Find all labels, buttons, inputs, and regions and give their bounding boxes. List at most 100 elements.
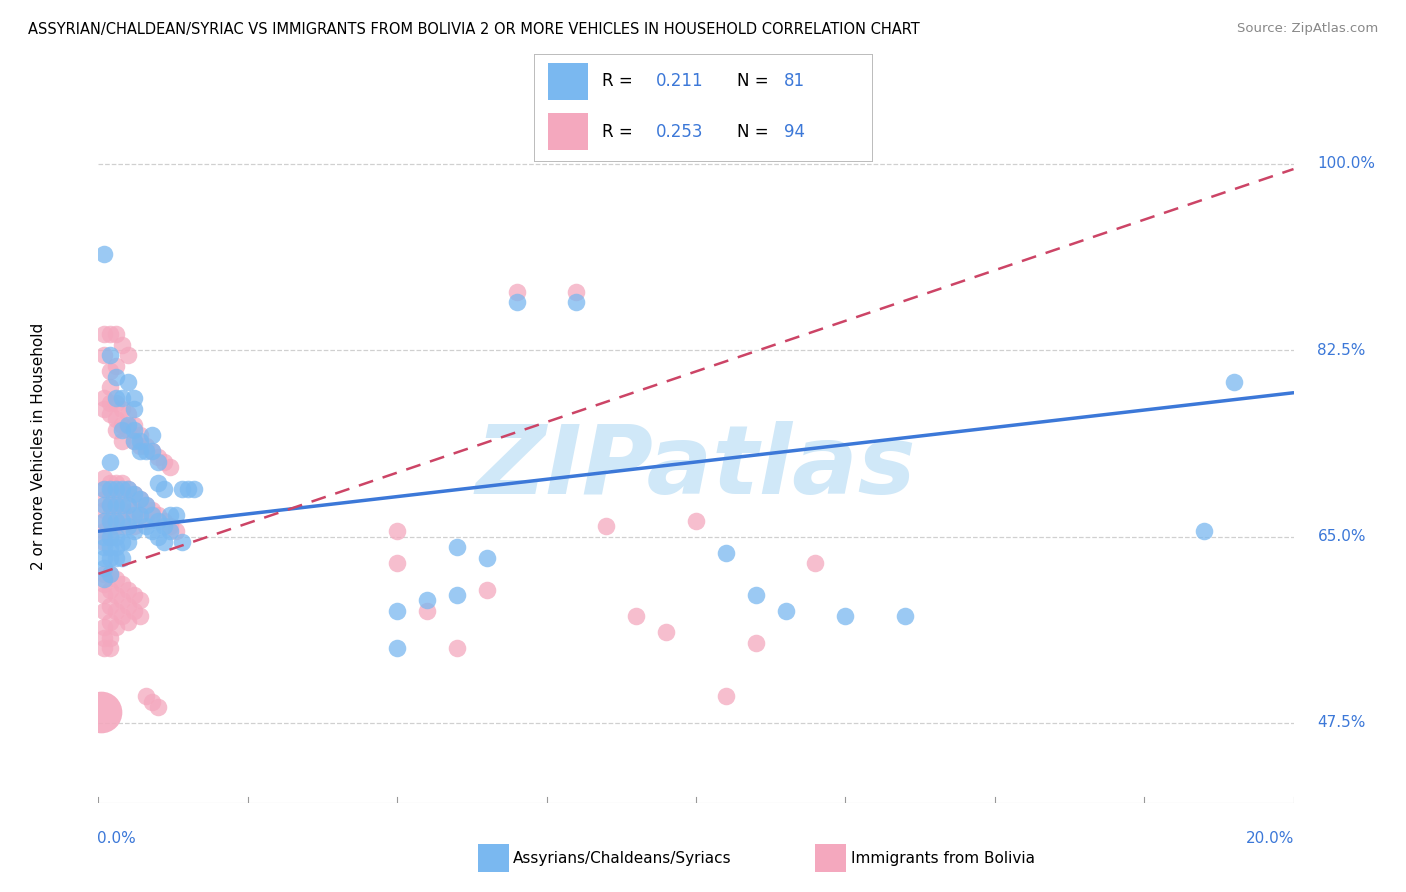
Point (93, 572, 115, 586)
Point (93, 631, 115, 645)
Point (117, 417, 139, 432)
Point (90, 706, 112, 720)
Point (93, 529, 115, 543)
Text: 20.0%: 20.0% (1246, 831, 1295, 847)
Point (111, 338, 134, 352)
Point (153, 534, 176, 549)
Point (117, 519, 139, 533)
Point (153, 482, 176, 496)
Point (172, 482, 194, 496)
Point (93, 620, 115, 634)
Point (105, 327, 128, 342)
Point (124, 487, 146, 501)
Point (117, 349, 139, 363)
Point (93, 641, 115, 656)
Point (165, 524, 187, 539)
Point (111, 498, 134, 512)
Point (159, 524, 181, 539)
Point (98, 327, 122, 342)
Point (153, 514, 176, 528)
Text: R =: R = (602, 123, 638, 141)
Point (98, 508, 122, 523)
Point (141, 508, 163, 523)
Text: 65.0%: 65.0% (1317, 529, 1365, 544)
Point (183, 482, 205, 496)
Point (446, 588, 468, 602)
Point (93, 482, 115, 496)
Point (117, 482, 139, 496)
Point (685, 514, 707, 528)
Point (93, 534, 115, 549)
Point (98, 482, 122, 496)
Point (105, 498, 128, 512)
Text: Source: ZipAtlas.com: Source: ZipAtlas.com (1237, 22, 1378, 36)
Point (385, 604, 409, 618)
Point (98, 540, 122, 554)
Point (129, 492, 152, 507)
Point (105, 604, 128, 618)
Point (98, 529, 122, 543)
Point (98, 364, 122, 378)
Point (93, 604, 115, 618)
Point (124, 417, 146, 432)
Point (159, 519, 181, 533)
Point (98, 599, 122, 613)
Text: 0.211: 0.211 (655, 72, 703, 90)
Point (98, 631, 122, 645)
Point (111, 534, 134, 549)
Point (141, 695, 163, 709)
Point (446, 641, 468, 656)
Point (98, 407, 122, 421)
Point (111, 577, 134, 591)
Point (595, 519, 617, 533)
Point (98, 529, 122, 543)
Point (117, 482, 139, 496)
Point (135, 514, 157, 528)
Point (93, 471, 115, 485)
Point (98, 615, 122, 629)
Point (141, 524, 163, 539)
Point (775, 604, 797, 618)
Point (117, 407, 139, 421)
Point (93, 561, 115, 575)
Point (148, 476, 170, 491)
Point (148, 514, 170, 528)
Point (105, 550, 128, 565)
Point (93, 566, 115, 581)
Point (124, 434, 146, 448)
Point (93, 391, 115, 405)
Point (983, 838, 1005, 853)
Text: 0.0%: 0.0% (97, 831, 136, 847)
Point (385, 556, 409, 570)
Point (129, 508, 152, 523)
FancyBboxPatch shape (548, 63, 588, 100)
Point (148, 455, 170, 469)
Point (135, 444, 157, 458)
Point (105, 572, 128, 586)
Point (111, 593, 134, 607)
Point (105, 498, 128, 512)
Point (129, 439, 152, 453)
Point (111, 487, 134, 501)
Point (93, 492, 115, 507)
Point (117, 615, 139, 629)
Text: ZIPatlas: ZIPatlas (475, 421, 917, 514)
Point (117, 375, 139, 389)
Point (111, 503, 134, 517)
Point (93, 349, 115, 363)
Point (98, 550, 122, 565)
Point (124, 604, 146, 618)
Text: R =: R = (602, 72, 638, 90)
Point (98, 519, 122, 533)
Point (105, 588, 128, 602)
Point (105, 508, 128, 523)
Point (111, 482, 134, 496)
Point (153, 455, 176, 469)
Point (111, 434, 134, 448)
Point (93, 498, 115, 512)
Point (98, 582, 122, 597)
Point (117, 534, 139, 549)
Point (714, 690, 737, 704)
Point (98, 514, 122, 528)
Point (565, 295, 588, 310)
